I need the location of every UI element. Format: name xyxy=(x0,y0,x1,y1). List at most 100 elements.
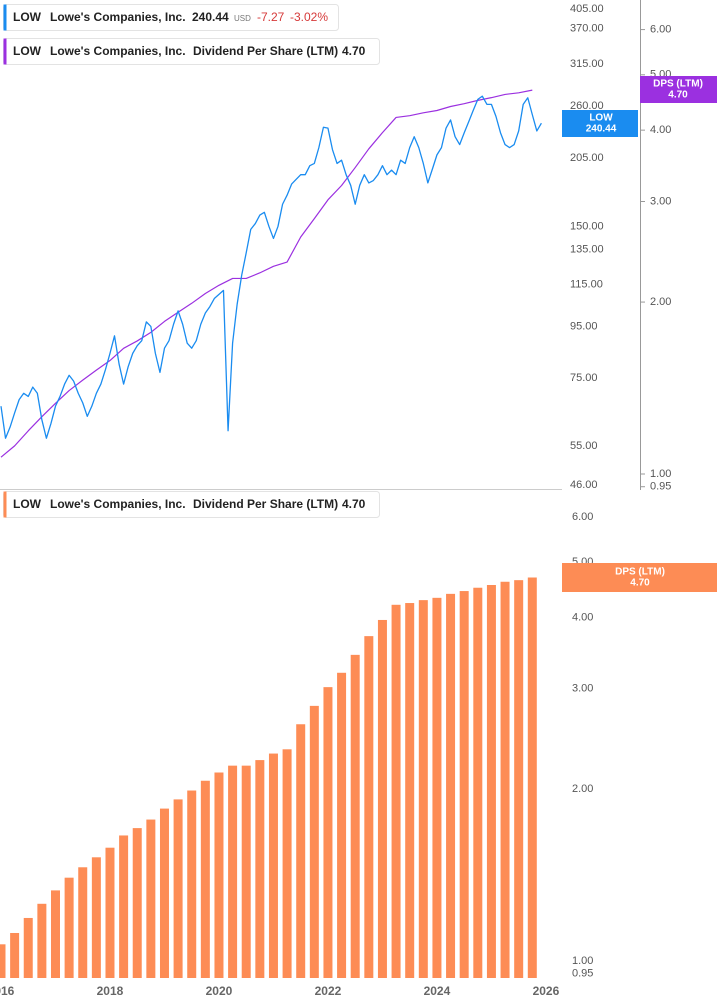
y-tick-label: 260.00 xyxy=(570,100,604,112)
bar xyxy=(50,890,60,978)
legend-price: 240.44 xyxy=(192,10,229,24)
bar xyxy=(282,749,292,978)
y-tick-label: 55.00 xyxy=(570,440,598,452)
series-line xyxy=(0,95,542,439)
y-tick-label: 4.00 xyxy=(572,611,593,623)
bar xyxy=(323,687,333,978)
bar xyxy=(473,587,483,978)
bar xyxy=(377,619,387,978)
bar xyxy=(486,585,496,978)
y-tick-label: 75.00 xyxy=(570,372,598,384)
bar xyxy=(350,654,360,978)
legend-swatch xyxy=(3,4,7,31)
x-tick-label: 2018 xyxy=(97,984,124,998)
badge-series: DPS (LTM) xyxy=(653,79,703,90)
bar xyxy=(159,808,169,978)
bar xyxy=(391,604,401,978)
y2-tick-label: 0.95 xyxy=(650,481,671,493)
bar xyxy=(337,672,347,978)
bar xyxy=(105,847,115,978)
y-tick-label: 205.00 xyxy=(570,152,604,164)
series-line xyxy=(0,89,533,458)
bar xyxy=(173,799,183,978)
x-tick-label: 2026 xyxy=(533,984,560,998)
bar xyxy=(514,580,524,978)
bar xyxy=(241,765,251,978)
y-tick-label: 95.00 xyxy=(570,320,598,332)
legend-company: Lowe's Companies, Inc. xyxy=(50,10,186,24)
bar xyxy=(214,772,224,978)
y2-tick-label: 1.00 xyxy=(650,468,671,480)
y2-tick-label: 4.00 xyxy=(650,124,671,136)
bar xyxy=(132,828,142,978)
bar xyxy=(10,932,20,978)
bar xyxy=(405,603,415,978)
overlays: LOW Lowe's Companies, Inc. 240.44 USD -7… xyxy=(3,4,717,592)
y2-tick-label: 2.00 xyxy=(650,296,671,308)
bar xyxy=(364,636,374,978)
bar xyxy=(527,577,537,978)
y-tick-label: 3.00 xyxy=(572,683,593,695)
legend-change: -7.27 xyxy=(257,10,285,24)
badge-value: 4.70 xyxy=(630,578,650,589)
legend-symbol: LOW xyxy=(13,10,42,24)
bar xyxy=(146,819,156,978)
bar xyxy=(23,917,33,978)
dps-badge xyxy=(640,76,717,103)
price-badge xyxy=(562,110,638,137)
y-tick-label: 150.00 xyxy=(570,220,604,232)
x-tick-label: 2020 xyxy=(206,984,233,998)
badge-series: DPS (LTM) xyxy=(615,567,665,578)
x-tick-label: 2022 xyxy=(315,984,342,998)
legend-swatch xyxy=(3,38,7,65)
y-tick-label: 2.00 xyxy=(572,783,593,795)
bar xyxy=(0,944,6,978)
y-tick-label: 135.00 xyxy=(570,243,604,255)
y-tick-label: 1.00 xyxy=(572,955,593,967)
badge-price: 240.44 xyxy=(586,124,617,135)
bar xyxy=(500,581,510,978)
legend-symbol: LOW xyxy=(13,497,42,511)
marks xyxy=(0,89,542,978)
badge-symbol: LOW xyxy=(589,113,613,124)
y-tick-label: 315.00 xyxy=(570,58,604,70)
badge-value: 4.70 xyxy=(668,90,688,101)
legend-value: 4.70 xyxy=(342,497,366,511)
bar xyxy=(255,760,265,978)
bar xyxy=(228,765,238,978)
legend-swatch xyxy=(3,491,7,518)
bar xyxy=(200,780,210,978)
y-tick-label: 405.00 xyxy=(570,3,604,15)
bar xyxy=(91,857,101,978)
bar xyxy=(78,867,88,978)
y2-tick-label: 6.00 xyxy=(650,23,671,35)
legend-series: Dividend Per Share (LTM) xyxy=(193,44,338,58)
bar xyxy=(446,593,456,978)
axes: 46.00 55.00 75.00 95.00 115.00 135.00 150.00 20… xyxy=(0,3,671,998)
bar xyxy=(187,790,197,978)
bar xyxy=(64,877,74,978)
y-tick-label: 0.95 xyxy=(572,968,593,980)
legend-company: Lowe's Companies, Inc. xyxy=(50,497,186,511)
legend-symbol: LOW xyxy=(13,44,42,58)
x-tick-label: 2016 xyxy=(0,984,15,998)
legend-value: 4.70 xyxy=(342,44,366,58)
legend-currency: USD xyxy=(234,14,251,23)
bar xyxy=(418,600,428,978)
bar xyxy=(459,591,469,978)
x-tick-label: 2024 xyxy=(424,984,451,998)
y-tick-label: 6.00 xyxy=(572,511,593,523)
y2-tick-label: 3.00 xyxy=(650,195,671,207)
legend-company: Lowe's Companies, Inc. xyxy=(50,44,186,58)
y-tick-label: 115.00 xyxy=(570,279,603,291)
y-tick-label: 46.00 xyxy=(570,479,598,491)
bar xyxy=(119,835,129,978)
legend-series: Dividend Per Share (LTM) xyxy=(193,497,338,511)
y-tick-label: 370.00 xyxy=(570,23,604,35)
bar xyxy=(432,597,442,978)
dps-badge xyxy=(562,563,717,592)
bar xyxy=(268,753,278,978)
legend-change-percent: -3.02% xyxy=(290,10,328,24)
bar xyxy=(309,705,319,978)
